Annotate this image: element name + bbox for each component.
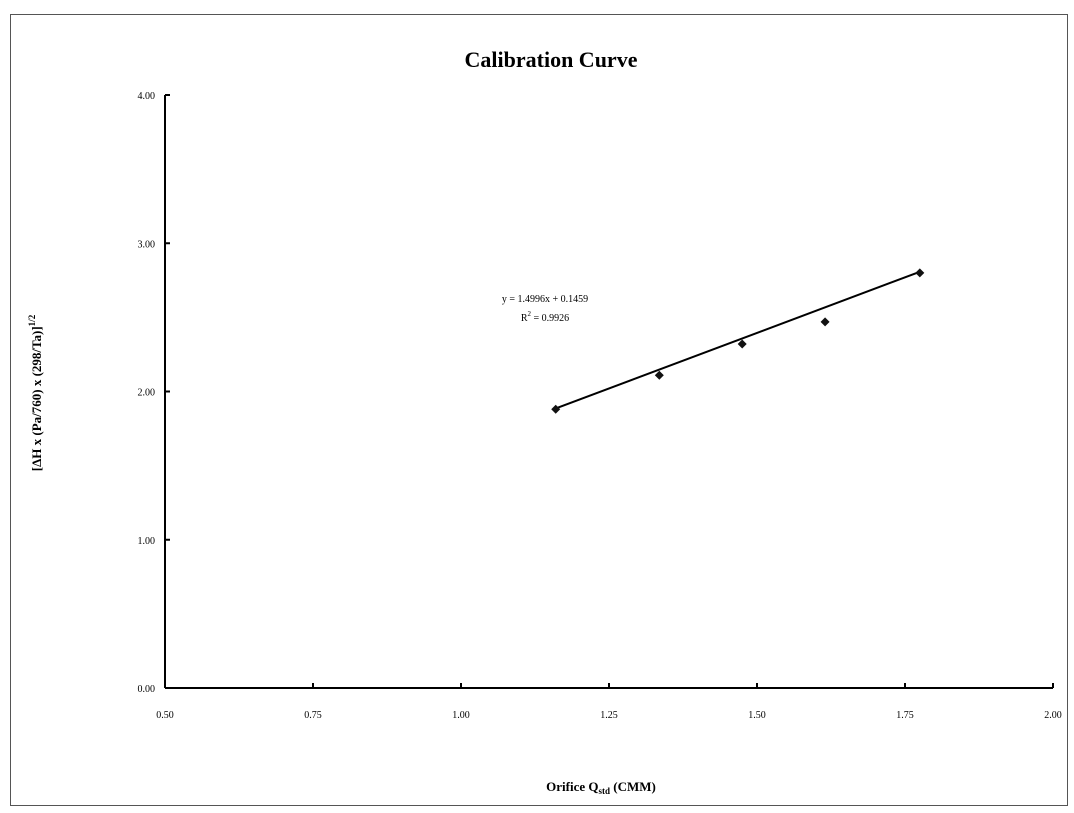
data-points [551, 268, 925, 414]
r-squared-sup: 2 [528, 310, 532, 318]
r-squared-annotation: R2 = 0.9926 [521, 310, 569, 324]
data-point [915, 268, 925, 278]
x-axis-label-unit: (CMM) [610, 779, 656, 794]
y-axis-label: [ΔH x (Pa/760) x (298/Ta)]1/2 [27, 314, 44, 471]
y-axis-label-main: [ΔH x (Pa/760) x (298/Ta)] [29, 326, 44, 471]
x-axis-label: Orifice Qstd (CMM) [546, 779, 656, 796]
x-tick-label: 2.00 [1044, 710, 1062, 721]
x-tick-label: 1.75 [896, 710, 914, 721]
chart-title: Calibration Curve [465, 47, 638, 72]
calibration-chart: Calibration Curve 0.50 0.75 1.00 1.25 1.50 1.… [27, 47, 1062, 796]
data-point [654, 370, 664, 380]
x-axis-label-main: Orifice Q [546, 779, 598, 794]
data-point [551, 404, 561, 414]
trendline [555, 270, 921, 410]
chart-frame: Calibration Curve 0.50 0.75 1.00 1.25 1.50 1.… [10, 14, 1068, 806]
x-tick-label: 1.00 [452, 710, 470, 721]
y-axis-label-sup: 1/2 [27, 314, 37, 326]
y-tick-group: 0.00 1.00 2.00 3.00 4.00 [138, 91, 170, 695]
equation-annotation: y = 1.4996x + 0.1459 [502, 294, 588, 305]
y-tick-label: 2.00 [138, 388, 156, 399]
y-tick-label: 0.00 [138, 684, 156, 695]
x-tick-label: 0.50 [156, 710, 174, 721]
data-point [737, 339, 747, 349]
x-tick-label: 0.75 [304, 710, 322, 721]
r-squared-value: = 0.9926 [531, 313, 569, 324]
x-tick-group: 0.50 0.75 1.00 1.25 1.50 1.75 2.00 [156, 683, 1062, 721]
y-tick-label: 1.00 [138, 536, 156, 547]
data-point [820, 317, 830, 327]
y-tick-label: 3.00 [138, 239, 156, 250]
y-tick-label: 4.00 [138, 91, 156, 102]
x-tick-label: 1.50 [748, 710, 766, 721]
x-tick-label: 1.25 [600, 710, 618, 721]
r-squared-main: R [521, 313, 528, 324]
x-axis-label-sub: std [598, 786, 610, 796]
